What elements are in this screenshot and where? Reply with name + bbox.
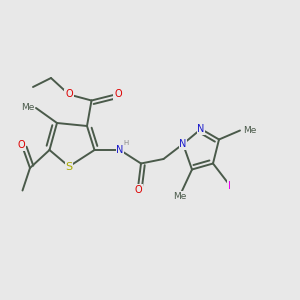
Text: O: O (65, 89, 73, 100)
Text: O: O (114, 89, 122, 100)
Text: O: O (134, 185, 142, 195)
Text: N: N (197, 124, 205, 134)
Text: Me: Me (244, 126, 257, 135)
Text: H: H (123, 140, 129, 146)
Text: N: N (179, 139, 187, 149)
Text: Me: Me (21, 103, 34, 112)
Text: O: O (17, 140, 25, 151)
Text: Me: Me (173, 192, 187, 201)
Text: S: S (65, 161, 73, 172)
Text: I: I (228, 181, 231, 191)
Text: N: N (116, 145, 124, 155)
